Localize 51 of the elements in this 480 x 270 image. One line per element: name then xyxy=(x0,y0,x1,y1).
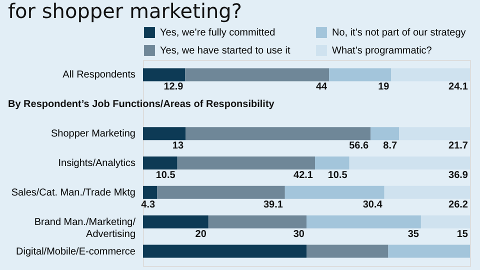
bar xyxy=(399,127,470,140)
bar xyxy=(315,156,350,170)
y-tick-label: Digital/Mobile/E-commerce xyxy=(16,246,136,258)
bar xyxy=(284,186,384,199)
y-tick-label: All Respondents xyxy=(62,70,136,81)
bar xyxy=(306,244,388,258)
bar xyxy=(157,186,285,199)
data-label: 15 xyxy=(456,228,468,240)
bar xyxy=(177,156,315,170)
data-label: 30.4 xyxy=(362,199,383,210)
chart-title: for shopper marketing? xyxy=(8,0,242,23)
bar xyxy=(306,215,421,228)
bar xyxy=(208,215,306,228)
data-label: 13 xyxy=(172,140,184,152)
bar xyxy=(186,127,371,140)
data-label: 24.1 xyxy=(448,82,468,93)
data-label: 8.7 xyxy=(383,140,398,152)
legend-label: Yes, we’re fully committed xyxy=(160,28,276,39)
legend-label: No, it’s not part of our strategy xyxy=(332,28,466,39)
bar xyxy=(384,186,470,199)
bar xyxy=(388,244,470,258)
data-label: 26.2 xyxy=(448,199,468,210)
bar xyxy=(143,127,186,140)
y-tick-label: Insights/Analytics xyxy=(58,158,136,169)
legend-label: Yes, we have started to use it xyxy=(160,46,290,56)
bar xyxy=(143,186,158,199)
bar xyxy=(370,127,400,140)
y-tick-label: Brand Man./Marketing/Advertising xyxy=(34,216,136,240)
data-label: 39.1 xyxy=(263,199,284,210)
data-label: 10.5 xyxy=(328,170,348,181)
legend-label: What’s programmatic? xyxy=(332,46,432,56)
y-tick-label: Shopper Marketing xyxy=(51,128,136,140)
data-label: 42.1 xyxy=(294,170,314,181)
bar xyxy=(349,156,470,170)
data-label: 21.7 xyxy=(448,140,468,152)
y-tick-label: Sales/Cat. Man./Trade Mktg xyxy=(11,187,136,198)
data-label: 19 xyxy=(378,82,390,93)
data-label: 35 xyxy=(408,228,420,240)
annotation: By Respondent’s Job Functions/Areas of Responsibility xyxy=(8,99,275,110)
data-label: 56.6 xyxy=(349,140,370,152)
bar xyxy=(143,156,178,170)
data-label: 30 xyxy=(293,228,305,240)
bar xyxy=(143,244,306,258)
data-label: 44 xyxy=(316,82,328,93)
data-label: 36.9 xyxy=(448,170,468,181)
data-label: 4.3 xyxy=(141,199,156,210)
data-label: 12.9 xyxy=(164,82,184,93)
data-label: 10.5 xyxy=(156,170,176,181)
bar xyxy=(143,215,208,228)
bar xyxy=(420,215,470,228)
data-label: 20 xyxy=(195,228,207,240)
